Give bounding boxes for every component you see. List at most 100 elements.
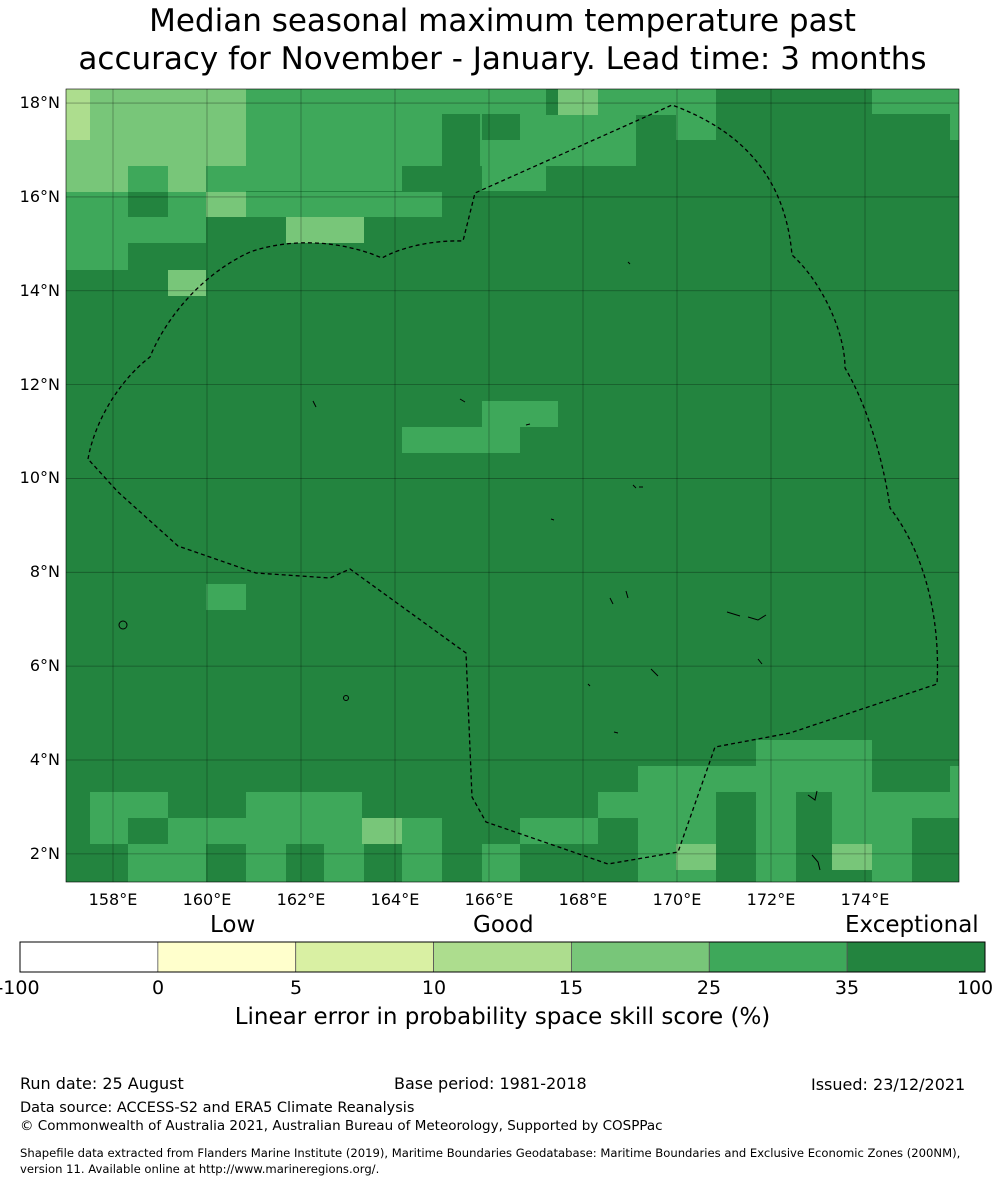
skill-cell	[246, 192, 324, 217]
skill-cell	[66, 140, 128, 192]
island-outline	[312, 398, 531, 426]
skill-cell	[168, 270, 206, 296]
title-line-2: accuracy for November - January. Lead ti…	[78, 41, 927, 77]
skill-cell	[246, 844, 286, 882]
colorbar-tick: 15	[558, 977, 584, 999]
shapefile-credit-line-2: version 11. Available online at http://w…	[20, 1162, 380, 1176]
latitude-label: 16°N	[19, 186, 60, 206]
colorbar-tick: -100	[0, 977, 40, 999]
skill-cells	[66, 89, 959, 882]
island-outline	[587, 261, 763, 734]
latitude-label: 8°N	[29, 562, 60, 582]
skill-cell	[482, 844, 520, 882]
skill-cell	[128, 844, 206, 882]
map-frame	[65, 88, 960, 883]
data-source: Data source: ACCESS-S2 and ERA5 Climate …	[20, 1100, 415, 1116]
latitude-label: 4°N	[29, 750, 60, 769]
skill-cell	[128, 166, 168, 192]
longitude-label: 160°E	[182, 890, 232, 909]
base-period: Base period: 1981-2018	[394, 1074, 587, 1093]
longitude-label: 170°E	[652, 890, 702, 909]
colorbar-tick: 100	[956, 977, 994, 999]
skill-cell	[90, 818, 128, 844]
skill-cell	[206, 217, 286, 270]
skill-cell	[402, 427, 520, 453]
skill-cell	[324, 192, 442, 217]
latitude-label: 2°N	[29, 843, 60, 863]
skill-cell	[364, 217, 402, 267]
skill-cell	[598, 89, 716, 115]
skill-cell	[676, 115, 716, 140]
skill-cell	[128, 140, 168, 166]
island-outline	[807, 790, 818, 801]
shapefile-credit-line-1: Shapefile data extracted from Flanders M…	[20, 1146, 961, 1160]
skill-cell	[756, 792, 796, 882]
colorbar	[19, 941, 986, 973]
colorbar-tick: 25	[696, 977, 722, 999]
longitude-label: 172°E	[746, 890, 796, 909]
skill-cell	[206, 166, 246, 192]
island-outline	[811, 854, 821, 871]
skill-cell	[832, 844, 872, 870]
skill-cell	[716, 766, 756, 792]
skill-cell	[950, 766, 959, 818]
skill-cell	[872, 89, 959, 114]
skill-cell	[128, 217, 206, 243]
colorbar-segment	[846, 941, 986, 973]
skill-cell	[90, 89, 246, 140]
colorbar-tick: 5	[289, 977, 303, 999]
skill-cell	[910, 792, 950, 818]
eez-boundary-line	[87, 104, 939, 865]
skill-cell	[872, 792, 912, 882]
colorbar-segment	[157, 941, 297, 973]
colorbar-tick: 10	[421, 977, 447, 999]
skill-cell	[520, 115, 636, 166]
colorbar-label: Linear error in probability space skill …	[234, 1004, 771, 1030]
longitude-label: 174°E	[840, 890, 890, 909]
skill-cell	[168, 818, 246, 844]
skill-cell	[402, 818, 442, 882]
copyright-notice: © Commonwealth of Australia 2021, Austra…	[20, 1118, 663, 1134]
island-outline	[609, 590, 629, 605]
skill-cell	[756, 740, 872, 792]
run-date: Run date: 25 August	[20, 1074, 184, 1093]
island-outline	[550, 484, 643, 521]
latitude-label: 14°N	[19, 280, 60, 300]
skill-cell	[90, 792, 168, 818]
longitude-label: 168°E	[558, 890, 608, 909]
skill-cell	[402, 166, 442, 192]
colorbar-tick: 0	[151, 977, 165, 999]
latitude-label: 10°N	[19, 468, 60, 488]
skill-cell	[950, 114, 959, 140]
category-low: Low	[210, 912, 256, 938]
category-good: Good	[473, 912, 534, 938]
longitude-label: 166°E	[464, 890, 514, 909]
eez-boundary	[87, 104, 939, 865]
latitude-label: 6°N	[29, 656, 60, 676]
latitude-label: 12°N	[19, 374, 60, 394]
island-outline	[726, 611, 767, 621]
skill-cell	[168, 192, 206, 217]
issued-date: Issued: 23/12/2021	[811, 1075, 966, 1094]
skill-cell	[442, 166, 482, 192]
island-outline	[118, 620, 128, 630]
map-title: Median seasonal maximum temperature past…	[0, 2, 1005, 78]
latitude-label: 18°N	[19, 93, 60, 113]
colorbar-segment	[708, 941, 848, 973]
skill-cell	[362, 818, 402, 844]
skill-cell	[676, 844, 716, 870]
longitude-label: 158°E	[88, 890, 138, 909]
title-line-1: Median seasonal maximum temperature past	[149, 3, 856, 39]
longitude-label: 164°E	[370, 890, 420, 909]
colorbar-frame	[19, 941, 986, 973]
skill-cell	[558, 89, 598, 115]
graticule	[66, 89, 959, 882]
skill-cell	[246, 792, 362, 844]
skill-cell	[324, 844, 364, 882]
skill-cell	[442, 114, 480, 166]
skill-cell	[520, 818, 598, 844]
longitude-label: 162°E	[276, 890, 326, 909]
skill-cell	[206, 192, 246, 217]
skill-cell	[128, 192, 168, 217]
